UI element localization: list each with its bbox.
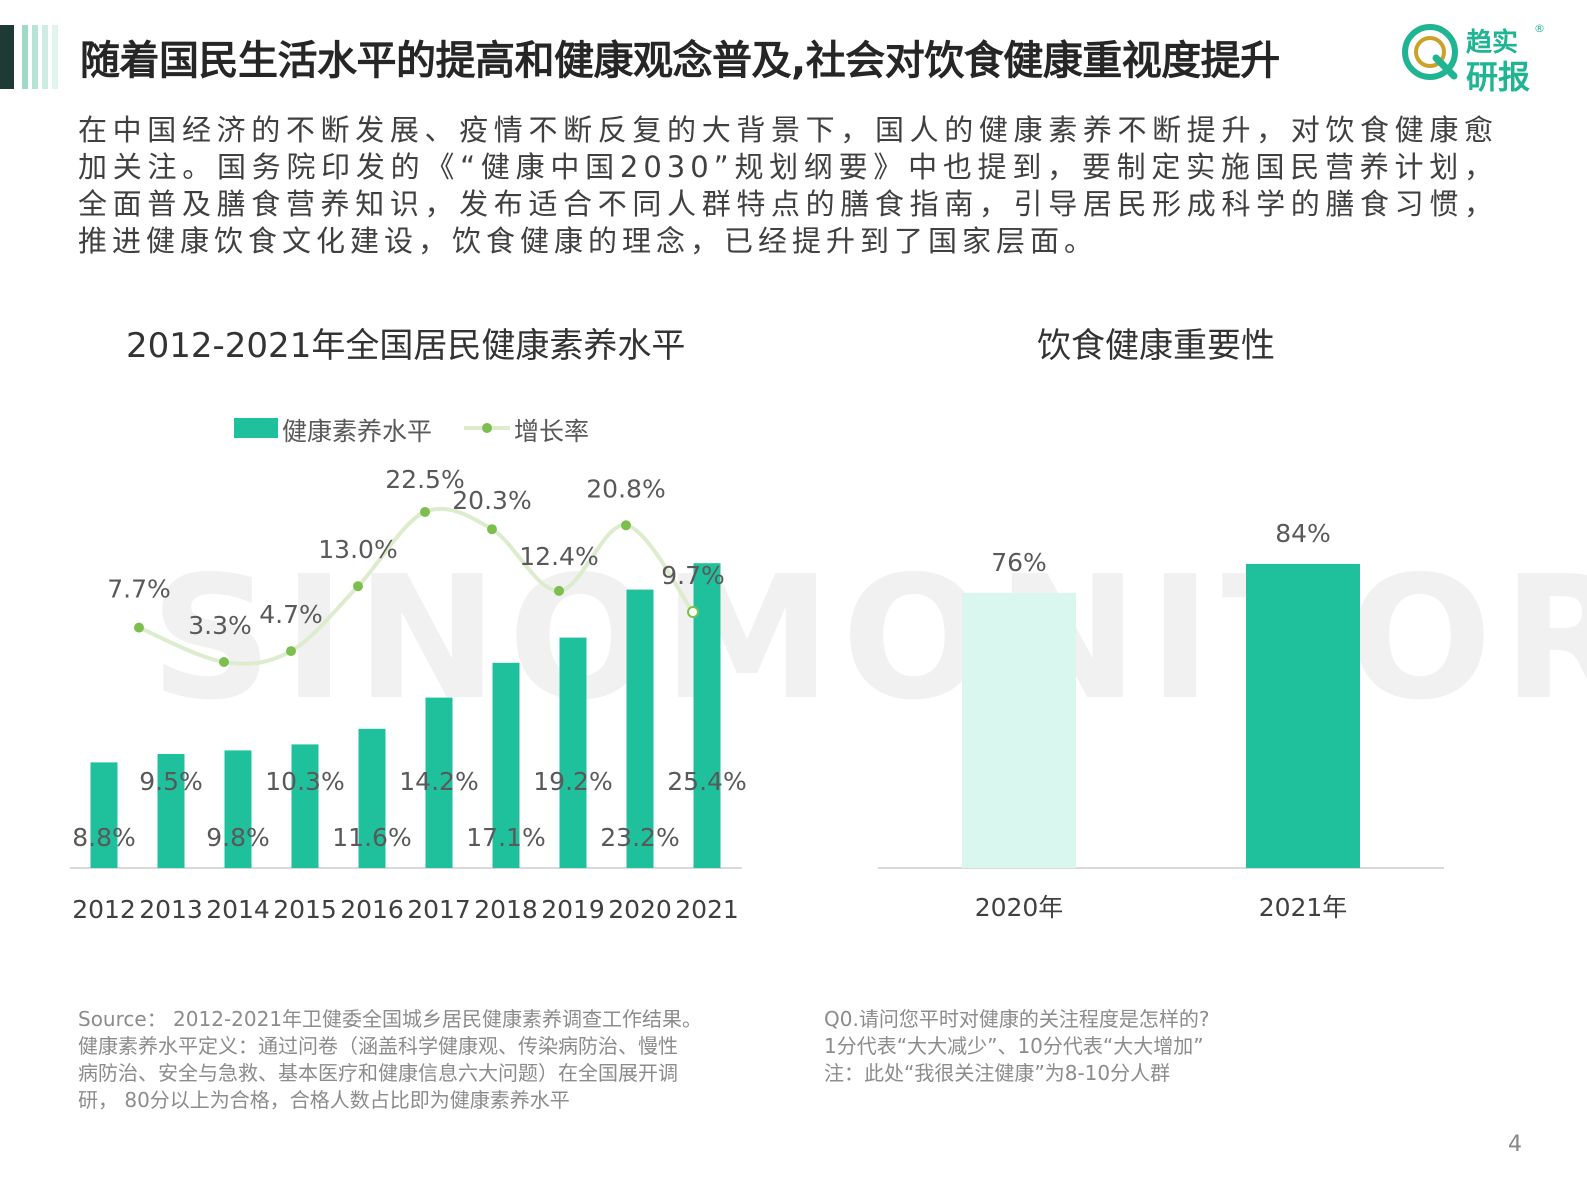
- source-note: Source： 2012-2021年卫健委全国城乡居民健康素养调查工作结果。 健…: [78, 1006, 758, 1114]
- x-tick-label: 2014: [206, 895, 270, 924]
- question-note: Q0.请问您平时对健康的关注程度是怎样的? 1分代表“大大减少”、10分代表“大…: [824, 1006, 1504, 1087]
- logo-registered-mark: ®: [1534, 22, 1545, 35]
- page-number: 4: [1508, 1132, 1522, 1157]
- x-tick-label: 2018: [474, 895, 538, 924]
- logo-text-line2: 研报: [1466, 58, 1531, 96]
- growth-rate-point: [687, 606, 699, 618]
- legend-bar-label: 健康素养水平: [282, 417, 433, 446]
- legend-bar-swatch: [234, 418, 278, 438]
- bar-health-literacy: [626, 589, 654, 868]
- x-tick-label: 2013: [139, 895, 203, 924]
- bar-data-label: 25.4%: [667, 767, 746, 796]
- bar-data-label: 11.6%: [332, 823, 411, 852]
- bar-health-literacy: [425, 697, 453, 868]
- note-line: 注：此处“我很关注健康”为8-10分人群: [824, 1061, 1171, 1085]
- bar-data-label: 19.2%: [533, 767, 612, 796]
- growth-rate-point: [353, 581, 363, 592]
- chart1-title: 2012-2021年全国居民健康素养水平: [126, 326, 686, 366]
- bar-health-literacy: [291, 744, 319, 868]
- bar-health-literacy: [358, 728, 386, 868]
- note-line: Q0.请问您平时对健康的关注程度是怎样的?: [824, 1007, 1210, 1031]
- legend-line-swatch: [464, 423, 510, 433]
- bar-health-literacy: [90, 762, 118, 868]
- logo-q-icon: [1402, 24, 1458, 80]
- growth-rate-label: 20.8%: [586, 474, 665, 503]
- bar-data-label: 23.2%: [600, 823, 679, 852]
- bar-health-literacy: [224, 750, 252, 868]
- bar-data-label: 17.1%: [466, 823, 545, 852]
- x-tick-label: 2017: [407, 895, 471, 924]
- bar-data-label: 14.2%: [399, 767, 478, 796]
- bar-data-label: 10.3%: [265, 767, 344, 796]
- growth-rate-label: 22.5%: [385, 465, 464, 494]
- bar-data-label: 8.8%: [72, 823, 136, 852]
- brand-logo: 趋实 ® 研报: [1400, 20, 1560, 96]
- x-tick-label: 2012: [72, 895, 136, 924]
- bar-data-label: 9.5%: [139, 767, 203, 796]
- growth-rate-point: [286, 646, 296, 657]
- bar-data-label: 76%: [991, 548, 1047, 577]
- growth-rate-label: 9.7%: [661, 561, 725, 590]
- growth-rate-point: [420, 507, 430, 517]
- growth-rate-point: [621, 520, 631, 531]
- legend-line-label: 增长率: [514, 417, 590, 446]
- growth-rate-point: [487, 524, 497, 535]
- growth-rate-point: [219, 657, 229, 667]
- growth-rate-label: 7.7%: [107, 575, 171, 604]
- x-tick-label: 2016: [340, 895, 404, 924]
- source-line: 健康素养水平定义：通过问卷（涵盖科学健康观、传染病防治、慢性: [78, 1034, 678, 1058]
- page-title: 随着国民生活水平的提高和健康观念普及,社会对饮食健康重视度提升: [80, 38, 1280, 84]
- x-tick-label: 2020: [608, 895, 672, 924]
- source-line: 研， 80分以上为合格，合格人数占比即为健康素养水平: [78, 1088, 570, 1112]
- bar-health-literacy: [559, 637, 587, 868]
- growth-rate-point: [554, 585, 564, 596]
- bar-data-label: 9.8%: [206, 823, 270, 852]
- bar-health-literacy: [157, 754, 185, 868]
- note-line: 1分代表“大大减少”、10分代表“大大增加”: [824, 1034, 1204, 1058]
- growth-rate-label: 12.4%: [519, 542, 598, 571]
- growth-rate-label: 13.0%: [318, 535, 397, 564]
- source-line: Source： 2012-2021年卫健委全国城乡居民健康素养调查工作结果。: [78, 1007, 703, 1031]
- growth-rate-label: 4.7%: [259, 600, 323, 629]
- growth-rate-label: 3.3%: [188, 611, 252, 640]
- bar-data-label: 84%: [1275, 519, 1331, 548]
- chart2-title: 饮食健康重要性: [1037, 326, 1275, 366]
- bar-diet-health-importance: [1246, 563, 1360, 868]
- x-tick-label: 2021: [675, 895, 739, 924]
- bar-diet-health-importance: [962, 592, 1076, 868]
- logo-text-line1: 趋实: [1466, 28, 1519, 58]
- x-tick-label: 2021年: [1259, 893, 1348, 922]
- intro-paragraph: 在中国经济的不断发展、疫情不断反复的大背景下，国人的健康素养不断提升，对饮食健康…: [78, 113, 1498, 258]
- growth-rate-point: [134, 622, 144, 633]
- x-tick-label: 2015: [273, 895, 337, 924]
- growth-rate-label: 20.3%: [452, 486, 531, 515]
- x-tick-label: 2019: [541, 895, 605, 924]
- bar-health-literacy: [492, 662, 520, 868]
- source-line: 病防治、安全与急救、基本医疗和健康信息六大问题）在全国展开调: [78, 1061, 678, 1085]
- x-tick-label: 2020年: [975, 893, 1064, 922]
